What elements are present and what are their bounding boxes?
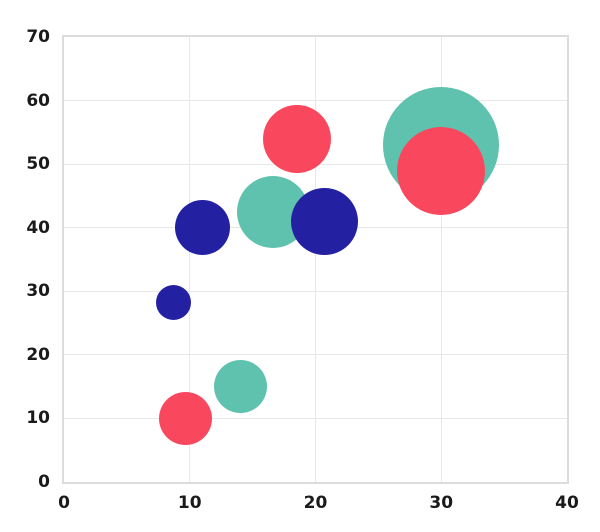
- bubble-navy: [155, 284, 191, 320]
- x-tick-label: 0: [58, 493, 70, 513]
- y-tick-label: 50: [26, 154, 50, 175]
- y-tick-label: 20: [26, 344, 50, 365]
- x-tick-label: 20: [303, 493, 328, 513]
- gridline-horizontal: [64, 100, 567, 102]
- gridline-horizontal: [64, 290, 567, 292]
- y-tick-label: 60: [26, 90, 50, 111]
- bubble-red: [397, 126, 486, 215]
- x-tick-label: 30: [429, 493, 454, 513]
- bubble-navy: [290, 187, 358, 255]
- y-tick-label: 70: [26, 27, 50, 47]
- y-tick-label: 30: [26, 281, 50, 302]
- plot-inner: [64, 37, 567, 482]
- y-tick-label: 40: [26, 217, 50, 238]
- bubble-teal: [213, 360, 267, 414]
- gridline-vertical: [189, 37, 191, 482]
- y-tick-label: 10: [26, 408, 50, 429]
- gridline-horizontal: [64, 417, 567, 419]
- gridline-horizontal: [64, 354, 567, 356]
- gridline-vertical: [440, 37, 442, 482]
- bubble-red: [262, 104, 331, 173]
- bubble-red: [159, 391, 213, 445]
- gridline-vertical: [315, 37, 316, 482]
- plot-area: [62, 35, 569, 484]
- x-tick-label: 10: [177, 493, 202, 513]
- bubble-navy: [174, 200, 230, 256]
- x-tick-label: 40: [555, 493, 579, 513]
- y-tick-label: 0: [38, 472, 50, 492]
